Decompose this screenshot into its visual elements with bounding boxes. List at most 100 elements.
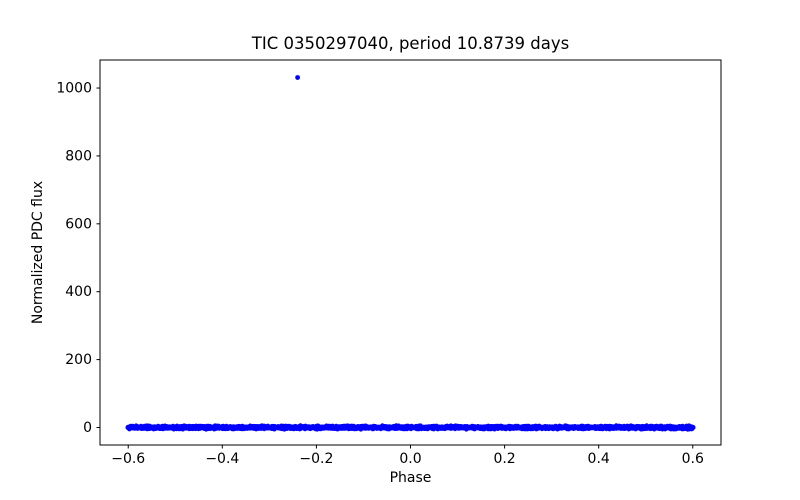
data-point: [226, 425, 231, 430]
data-point: [516, 424, 522, 429]
y-tick-label: 800: [65, 148, 92, 164]
data-point: [369, 425, 374, 431]
data-point: [679, 426, 685, 432]
data-point: [159, 424, 164, 429]
y-tick-label: 0: [83, 420, 92, 436]
data-point: [496, 423, 501, 429]
data-point: [567, 425, 572, 430]
x-axis-label: Phase: [390, 470, 432, 486]
y-tick-label: 200: [65, 352, 92, 368]
data-point: [322, 425, 327, 430]
data-point: [354, 425, 360, 430]
data-point: [399, 426, 404, 431]
data-point: [598, 423, 604, 429]
data-point: [474, 425, 480, 430]
data-point: [637, 425, 643, 430]
data-point: [292, 425, 297, 430]
data-point: [663, 425, 668, 431]
data-point: [451, 424, 457, 429]
data-point: [303, 425, 309, 430]
x-tick-label: −0.6: [111, 451, 145, 467]
x-tick-label: −0.2: [299, 451, 333, 467]
data-point: [593, 426, 598, 431]
data-point: [389, 425, 394, 430]
data-point: [525, 426, 530, 432]
data-point: [189, 425, 195, 431]
data-point: [657, 426, 662, 432]
data-point: [174, 425, 179, 431]
data-point: [670, 424, 675, 429]
x-tick-label: −0.4: [205, 451, 239, 467]
x-tick-label: 0.6: [682, 451, 704, 467]
plot-title: TIC 0350297040, period 10.8739 days: [251, 34, 569, 53]
y-tick-label: 1000: [56, 81, 92, 97]
data-point: [330, 425, 336, 431]
data-point: [378, 425, 384, 431]
y-axis-label: Normalized PDC flux: [30, 181, 46, 324]
data-point: [171, 425, 176, 430]
data-point: [247, 425, 252, 431]
data-point: [500, 425, 505, 430]
data-point: [231, 427, 236, 432]
y-tick-label: 400: [65, 284, 92, 300]
data-point: [535, 426, 540, 431]
x-tick-label: 0.0: [399, 451, 421, 467]
data-point: [155, 425, 160, 431]
data-point: [384, 426, 389, 432]
data-point: [578, 425, 583, 430]
data-point: [408, 425, 413, 430]
data-point: [341, 426, 346, 431]
data-point: [164, 425, 170, 430]
data-point: [447, 426, 453, 431]
data-point: [422, 426, 427, 431]
data-point: [621, 423, 627, 429]
data-point: [554, 424, 559, 429]
data-point: [573, 424, 578, 430]
data-point: [482, 425, 487, 430]
data-point: [218, 425, 224, 430]
data-point: [144, 425, 150, 431]
data-point: [214, 423, 220, 428]
data-point: [208, 426, 213, 431]
data-point: [336, 425, 341, 431]
data-point: [365, 426, 371, 431]
y-tick-label: 600: [65, 216, 92, 232]
data-point: [528, 426, 534, 432]
data-point-series: [126, 423, 695, 432]
data-point: [418, 426, 423, 431]
data-point: [561, 424, 566, 430]
data-point: [586, 423, 591, 429]
data-point: [459, 424, 465, 429]
data-point: [325, 425, 330, 430]
data-point: [269, 425, 274, 430]
data-point: [605, 425, 610, 430]
data-point: [223, 426, 228, 432]
data-point: [544, 424, 550, 429]
data-point: [181, 425, 186, 430]
data-point: [510, 424, 515, 430]
data-point: [127, 424, 132, 430]
data-point: [650, 426, 655, 431]
outlier-point: [295, 75, 300, 80]
data-point: [493, 426, 498, 431]
data-point: [610, 426, 616, 431]
data-point: [631, 426, 636, 431]
data-point: [489, 425, 494, 430]
data-point: [196, 425, 201, 430]
data-point: [440, 426, 445, 431]
data-point: [309, 424, 314, 429]
data-point: [201, 424, 206, 429]
data-point: [372, 425, 378, 430]
data-point: [470, 424, 475, 429]
data-point: [394, 425, 400, 430]
data-point: [238, 425, 243, 430]
data-point: [675, 424, 681, 430]
data-point: [426, 424, 431, 429]
x-tick-label: 0.2: [493, 451, 515, 467]
data-point: [141, 424, 146, 430]
data-point: [617, 424, 623, 429]
data-point: [256, 426, 261, 431]
